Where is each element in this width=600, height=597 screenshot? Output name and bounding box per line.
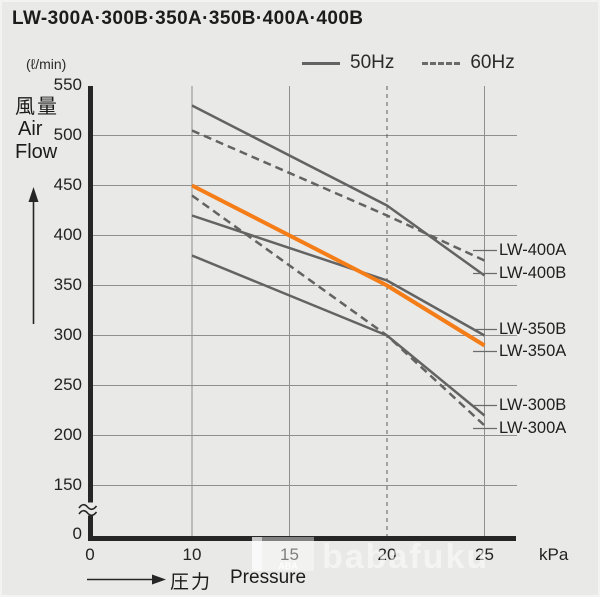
series-label-LW-300B: LW-300B <box>499 395 567 414</box>
page-title: LW-300A·300B·350A·350B·400A·400B <box>12 8 364 29</box>
series-label-LW-400B: LW-400B <box>499 263 567 282</box>
y-axis-unit: (ℓ/min) <box>26 56 67 72</box>
chart-legend: 50Hz 60Hz <box>302 50 533 76</box>
y-axis-name-jp: 風量 <box>15 96 59 118</box>
y-tick-label: 450 <box>53 174 82 194</box>
axis-break-icon <box>78 509 98 517</box>
curve-layer <box>191 104 486 427</box>
axis-layer <box>78 86 516 541</box>
curve-LW-400A <box>191 129 486 262</box>
y-tick-label: 150 <box>53 474 82 494</box>
y-tick-label: 400 <box>53 224 82 244</box>
y-axis-name-en-2: Flow <box>15 141 58 163</box>
legend-dashed-line-icon <box>422 61 461 65</box>
curve-LW-400B <box>191 104 486 277</box>
grid-layer <box>90 86 517 537</box>
series-label-LW-300A: LW-300A <box>499 418 567 437</box>
y-axis-line <box>88 86 93 540</box>
y-tick-label: 200 <box>53 424 82 444</box>
x-axis-line <box>88 536 516 541</box>
x-axis-name-jp: 圧力 <box>170 572 213 593</box>
y-tick-label: 250 <box>53 374 82 394</box>
series-label-LW-350B: LW-350B <box>499 319 567 338</box>
x-axis-unit: kPa <box>539 545 569 564</box>
curve-LW-350A <box>191 183 486 348</box>
y-tick-label: 350 <box>53 274 82 294</box>
curve-LW-300A <box>191 194 486 427</box>
x-axis-name-en: Pressure <box>230 567 307 588</box>
x-tick-label: 10 <box>182 545 202 564</box>
y-tick-label: 300 <box>53 324 82 344</box>
y-tick-label: 550 <box>53 74 82 94</box>
x-tick-label: 15 <box>280 545 299 564</box>
curve-LW-350B <box>191 214 486 337</box>
legend-label-50hz: 50Hz <box>350 52 395 73</box>
x-tick-label: 25 <box>475 545 494 564</box>
pressure-axis-arrow-icon <box>87 574 166 585</box>
legend-solid-line-icon <box>302 61 340 65</box>
leader-line-layer <box>473 249 497 430</box>
y-tick-label: 500 <box>53 124 82 144</box>
y-axis-name-en-1: Air <box>18 118 43 140</box>
series-label-LW-400A: LW-400A <box>499 240 567 259</box>
x-tick-label: 0 <box>85 545 95 564</box>
legend-label-60hz: 60Hz <box>470 52 515 73</box>
axis-break-icon <box>78 503 98 511</box>
air-flow-axis-arrow-icon <box>28 187 39 324</box>
y-tick-label: 0 <box>72 524 82 543</box>
series-label-LW-350A: LW-350A <box>499 341 567 360</box>
x-tick-label: 20 <box>377 545 397 564</box>
